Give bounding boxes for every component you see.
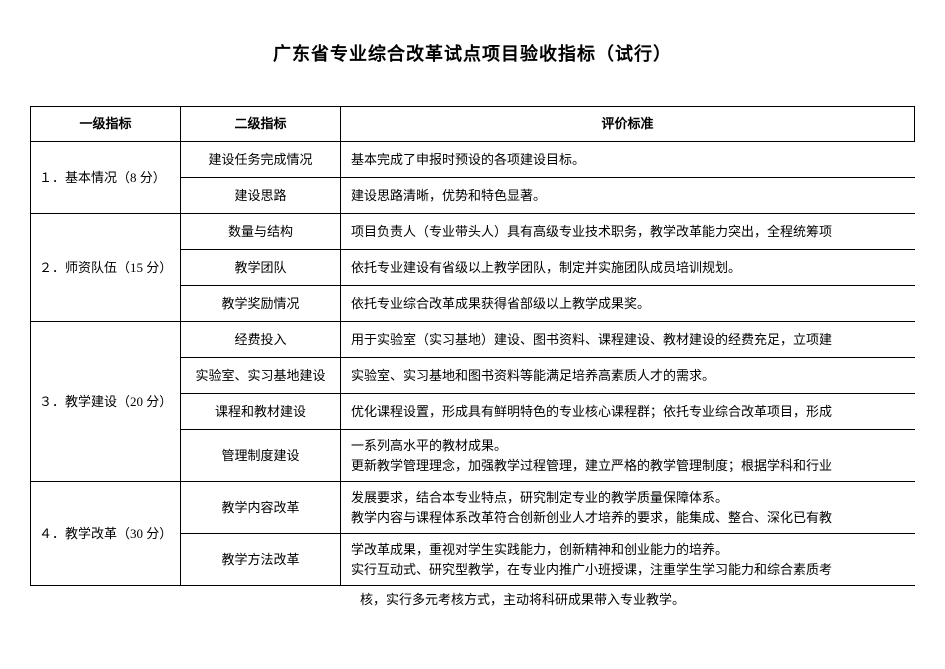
overflow-text: 核，实行多元考核方式，主动将科研成果带入专业教学。 xyxy=(30,586,915,610)
criteria-cell: 优化课程设置，形成具有鲜明特色的专业核心课程群；依托专业综合改革项目，形成 xyxy=(341,394,915,430)
level2-cell: 教学团队 xyxy=(181,250,341,286)
level2-cell: 教学内容改革 xyxy=(181,482,341,534)
level2-cell: 教学奖励情况 xyxy=(181,286,341,322)
criteria-table: 一级指标 二级指标 评价标准 １．基本情况（8 分） 建设任务完成情况 基本完成… xyxy=(30,106,915,586)
level2-cell: 建设思路 xyxy=(181,178,341,214)
level2-cell: 课程和教材建设 xyxy=(181,394,341,430)
level2-cell: 实验室、实习基地建设 xyxy=(181,358,341,394)
header-col2: 二级指标 xyxy=(181,107,341,142)
criteria-cell: 建设思路清晰，优势和特色显著。 xyxy=(341,178,915,214)
level2-cell: 教学方法改革 xyxy=(181,534,341,586)
table-row: ２．师资队伍（15 分） 数量与结构 项目负责人（专业带头人）具有高级专业技术职… xyxy=(31,214,915,250)
level1-cell: ２．师资队伍（15 分） xyxy=(31,214,181,322)
level1-cell: ３．教学建设（20 分） xyxy=(31,322,181,482)
level2-cell: 管理制度建设 xyxy=(181,430,341,482)
header-col3: 评价标准 xyxy=(341,107,915,142)
criteria-cell: 依托专业综合改革成果获得省部级以上教学成果奖。 xyxy=(341,286,915,322)
level1-cell: ４．教学改革（30 分） xyxy=(31,482,181,586)
criteria-cell: 一系列高水平的教材成果。更新教学管理理念，加强教学过程管理，建立严格的教学管理制… xyxy=(341,430,915,482)
header-row: 一级指标 二级指标 评价标准 xyxy=(31,107,915,142)
table-row: ３．教学建设（20 分） 经费投入 用于实验室（实习基地）建设、图书资料、课程建… xyxy=(31,322,915,358)
level2-cell: 经费投入 xyxy=(181,322,341,358)
criteria-cell: 发展要求，结合本专业特点，研究制定专业的教学质量保障体系。教学内容与课程体系改革… xyxy=(341,482,915,534)
criteria-cell: 用于实验室（实习基地）建设、图书资料、课程建设、教材建设的经费充足，立项建 xyxy=(341,322,915,358)
criteria-cell: 依托专业建设有省级以上教学团队，制定并实施团队成员培训规划。 xyxy=(341,250,915,286)
level2-cell: 建设任务完成情况 xyxy=(181,142,341,178)
criteria-cell: 实验室、实习基地和图书资料等能满足培养高素质人才的需求。 xyxy=(341,358,915,394)
level1-cell: １．基本情况（8 分） xyxy=(31,142,181,214)
table-row: ４．教学改革（30 分） 教学内容改革 发展要求，结合本专业特点，研究制定专业的… xyxy=(31,482,915,534)
header-col1: 一级指标 xyxy=(31,107,181,142)
page-title: 广东省专业综合改革试点项目验收指标（试行） xyxy=(30,40,915,66)
criteria-cell: 学改革成果，重视对学生实践能力，创新精神和创业能力的培养。实行互动式、研究型教学… xyxy=(341,534,915,586)
criteria-cell: 基本完成了申报时预设的各项建设目标。 xyxy=(341,142,915,178)
table-row: １．基本情况（8 分） 建设任务完成情况 基本完成了申报时预设的各项建设目标。 xyxy=(31,142,915,178)
criteria-cell: 项目负责人（专业带头人）具有高级专业技术职务，教学改革能力突出，全程统筹项 xyxy=(341,214,915,250)
level2-cell: 数量与结构 xyxy=(181,214,341,250)
